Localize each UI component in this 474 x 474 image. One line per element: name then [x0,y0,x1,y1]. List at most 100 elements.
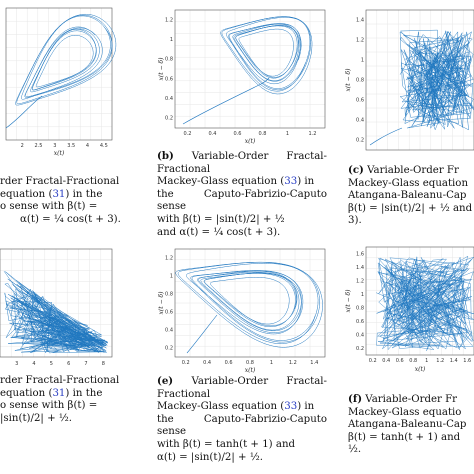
caption-e-text-2a: Mackey-Glass equation ( [157,401,285,413]
plot-f-ytick: 1 [361,292,364,298]
caption-f-line-5: ½. [348,444,362,456]
panel-a: 2 2.5 3 3.5 4 4.5 x(t) rder Fractal-Fractional… [0,0,150,237]
caption-e-text-1: Variable-Order Fractal-Fractional [157,376,327,400]
plot-f-ytick: 0.6 [356,319,364,325]
plot-f-xtick: 0.2 [369,358,377,364]
plot-b-ytick: 1 [170,37,173,43]
caption-a-text-3: ) in the [65,188,103,200]
plot-b-xtick: 1 [286,131,289,137]
plot-b-xtick: 0.2 [184,131,192,137]
plot-b-axes [174,9,326,129]
plot-b-xlabel: x(t) [245,138,256,145]
plot-c-ytick: 1 [361,58,364,64]
caption-c-label: (c) [348,164,364,176]
plot-c-svg: 0.2 0.4 0.6 0.8 1 1.2 1.4 x(t − δ) [345,9,474,151]
plot-f-ylabel: x(t − δ) [345,289,352,313]
equation-ref-33[interactable]: 33 [284,176,298,188]
caption-a-line-1: rder Fractal-Fractional [0,176,120,187]
caption-e-label: (e) [157,375,174,387]
caption-b-text-1: Variable-Order Fractal-Fractional [157,151,327,175]
plot-f-xtick: 1.2 [436,358,444,364]
plot-d-frame [0,248,113,358]
plot-d: 3 4 5 6 7 8 [0,245,150,370]
plot-d-svg: 3 4 5 6 7 8 [0,248,113,367]
plot-e-ytick: 0.4 [165,328,173,334]
plot-b-ytick: 0.4 [165,96,173,102]
caption-d-line-4: |sin(t)/2| + ½. [0,412,72,424]
plot-e-xlabel: x(t) [245,367,256,374]
plot-e-trajectory [175,261,323,348]
plot-c-ytick: 0.8 [356,78,364,84]
plot-b-transient [182,77,270,125]
caption-a: rder Fractal-Fractional equation (31) in… [0,176,150,226]
plot-b-xtick: 1.2 [309,131,317,137]
caption-f-text-1: Variable-Order Fr [365,394,458,405]
caption-e-line-5: α(t) = |sin(t)/2| + ½. [157,451,263,463]
plot-c-ytick: 0.4 [356,118,364,124]
plot-e-svg: 0.2 0.4 0.6 0.8 1 1.2 1.4 0.2 0.4 0.6 0.8 1 1.2 x(t) x… [158,248,326,374]
plot-a-xtick: 2 [21,143,24,149]
panel-d: 3 4 5 6 7 8 rder Fractal-Fractional equation … [0,245,150,474]
plot-e-ytick: 1 [170,274,173,280]
equation-ref-31[interactable]: 31 [52,188,66,200]
plot-e-xtick: 0.6 [225,360,233,366]
plot-b-ytick: 0.8 [165,57,173,63]
equation-ref-31-d[interactable]: 31 [52,387,66,399]
plot-e-ytick: 0.6 [165,310,173,316]
caption-b-line-3: the Caputo-Fabrizio-Caputo sense [157,188,327,213]
caption-c-line-5: 3). [348,215,362,227]
plot-b-frame [174,9,326,129]
caption-c-line-4: β(t) = |sin(t)/2| + ½ and α [348,202,474,214]
caption-a-line-2: equation (31) in the [0,189,150,202]
caption-d: rder Fractal-Fractional equation (31) in… [0,375,150,425]
plot-f-xtick: 0.8 [409,358,417,364]
plot-e-axes [174,248,326,358]
caption-e-line-1: (e) Variable-Order Fractal-Fractional [157,375,327,401]
plot-c-transient [369,127,403,146]
caption-b-text-2a: Mackey-Glass equation ( [157,176,285,188]
plot-a-xtick: 2.5 [35,143,43,149]
plot-a-frame [5,7,113,141]
caption-a-line-3: o sense with β(t) = [0,201,98,213]
plot-c-axes [365,9,474,151]
plot-a-svg: 2 2.5 3 3.5 4 4.5 x(t) [5,7,117,157]
plot-c-ylabel: x(t − δ) [345,68,352,92]
panel-b: 0.2 0.4 0.6 0.8 1 1.2 0.2 0.4 0.6 0.8 1 1.2 x(t) x(t … [157,0,329,238]
plot-f-ytick: 1.6 [356,251,364,257]
caption-d-text-2b: ) in the [65,387,103,399]
plot-f-trajectory [375,255,474,351]
plot-e-xtick: 0.4 [203,360,211,366]
plot-c-ytick: 1.2 [356,38,364,44]
plot-a-axes [5,7,113,141]
plot-b-ytick: 0.6 [165,76,173,82]
caption-b-line-1: (b) Variable-Order Fractal-Fractional [157,150,327,176]
plot-f-svg: 0.2 0.4 0.6 0.8 1 1.2 1.4 1.6 0.2 0.4 0.6 0.8 1 1.2 1.… [345,246,474,373]
plot-b-xtick: 0.6 [234,131,242,137]
caption-b-line-2: Mackey-Glass equation (33) in [157,176,327,189]
plot-e-xtick: 1.2 [289,360,297,366]
plot-e-xtick: 1 [270,360,273,366]
caption-f-line-1: (f) Variable-Order Fr [348,393,474,407]
equation-ref-33-e[interactable]: 33 [284,401,298,413]
caption-c-line-3: Atangana-Baleanu-Cap [348,190,467,202]
plot-b-ylabel: x(t − δ) [158,57,165,81]
caption-c-line-1: (c) Variable-Order Fr [348,164,474,178]
plot-d-xtick: 6 [67,361,70,367]
caption-e-line-3: the Caputo-Fabrizio-Caputo sense [157,413,327,438]
caption-f: (f) Variable-Order Fr Mackey-Glass equat… [348,393,474,457]
caption-c: (c) Variable-Order Fr Mackey-Glass equat… [348,164,474,228]
plot-f-xtick: 1 [425,358,428,364]
plot-d-xtick: 3 [15,361,18,367]
plot-f-ytick: 1.4 [356,265,364,271]
caption-b-text-2b: ) in [297,176,315,188]
plot-c: 0.2 0.4 0.6 0.8 1 1.2 1.4 x(t − δ) [340,0,474,155]
plot-b-svg: 0.2 0.4 0.6 0.8 1 1.2 0.2 0.4 0.6 0.8 1 1.2 x(t) x(t … [158,9,326,145]
plot-e-ytick: 1.2 [165,256,173,262]
plot-a-xlabel: x(t) [54,150,65,157]
plot-e: 0.2 0.4 0.6 0.8 1 1.2 1.4 0.2 0.4 0.6 0.8 1 1.2 x(t) x… [157,245,329,374]
plot-d-xtick: 8 [102,361,105,367]
plot-e-ytick: 0.8 [165,292,173,298]
caption-f-line-4: β(t) = tanh(t + 1) and [348,431,461,443]
plot-f-frame [365,246,474,356]
plot-a-trajectory [15,13,117,106]
